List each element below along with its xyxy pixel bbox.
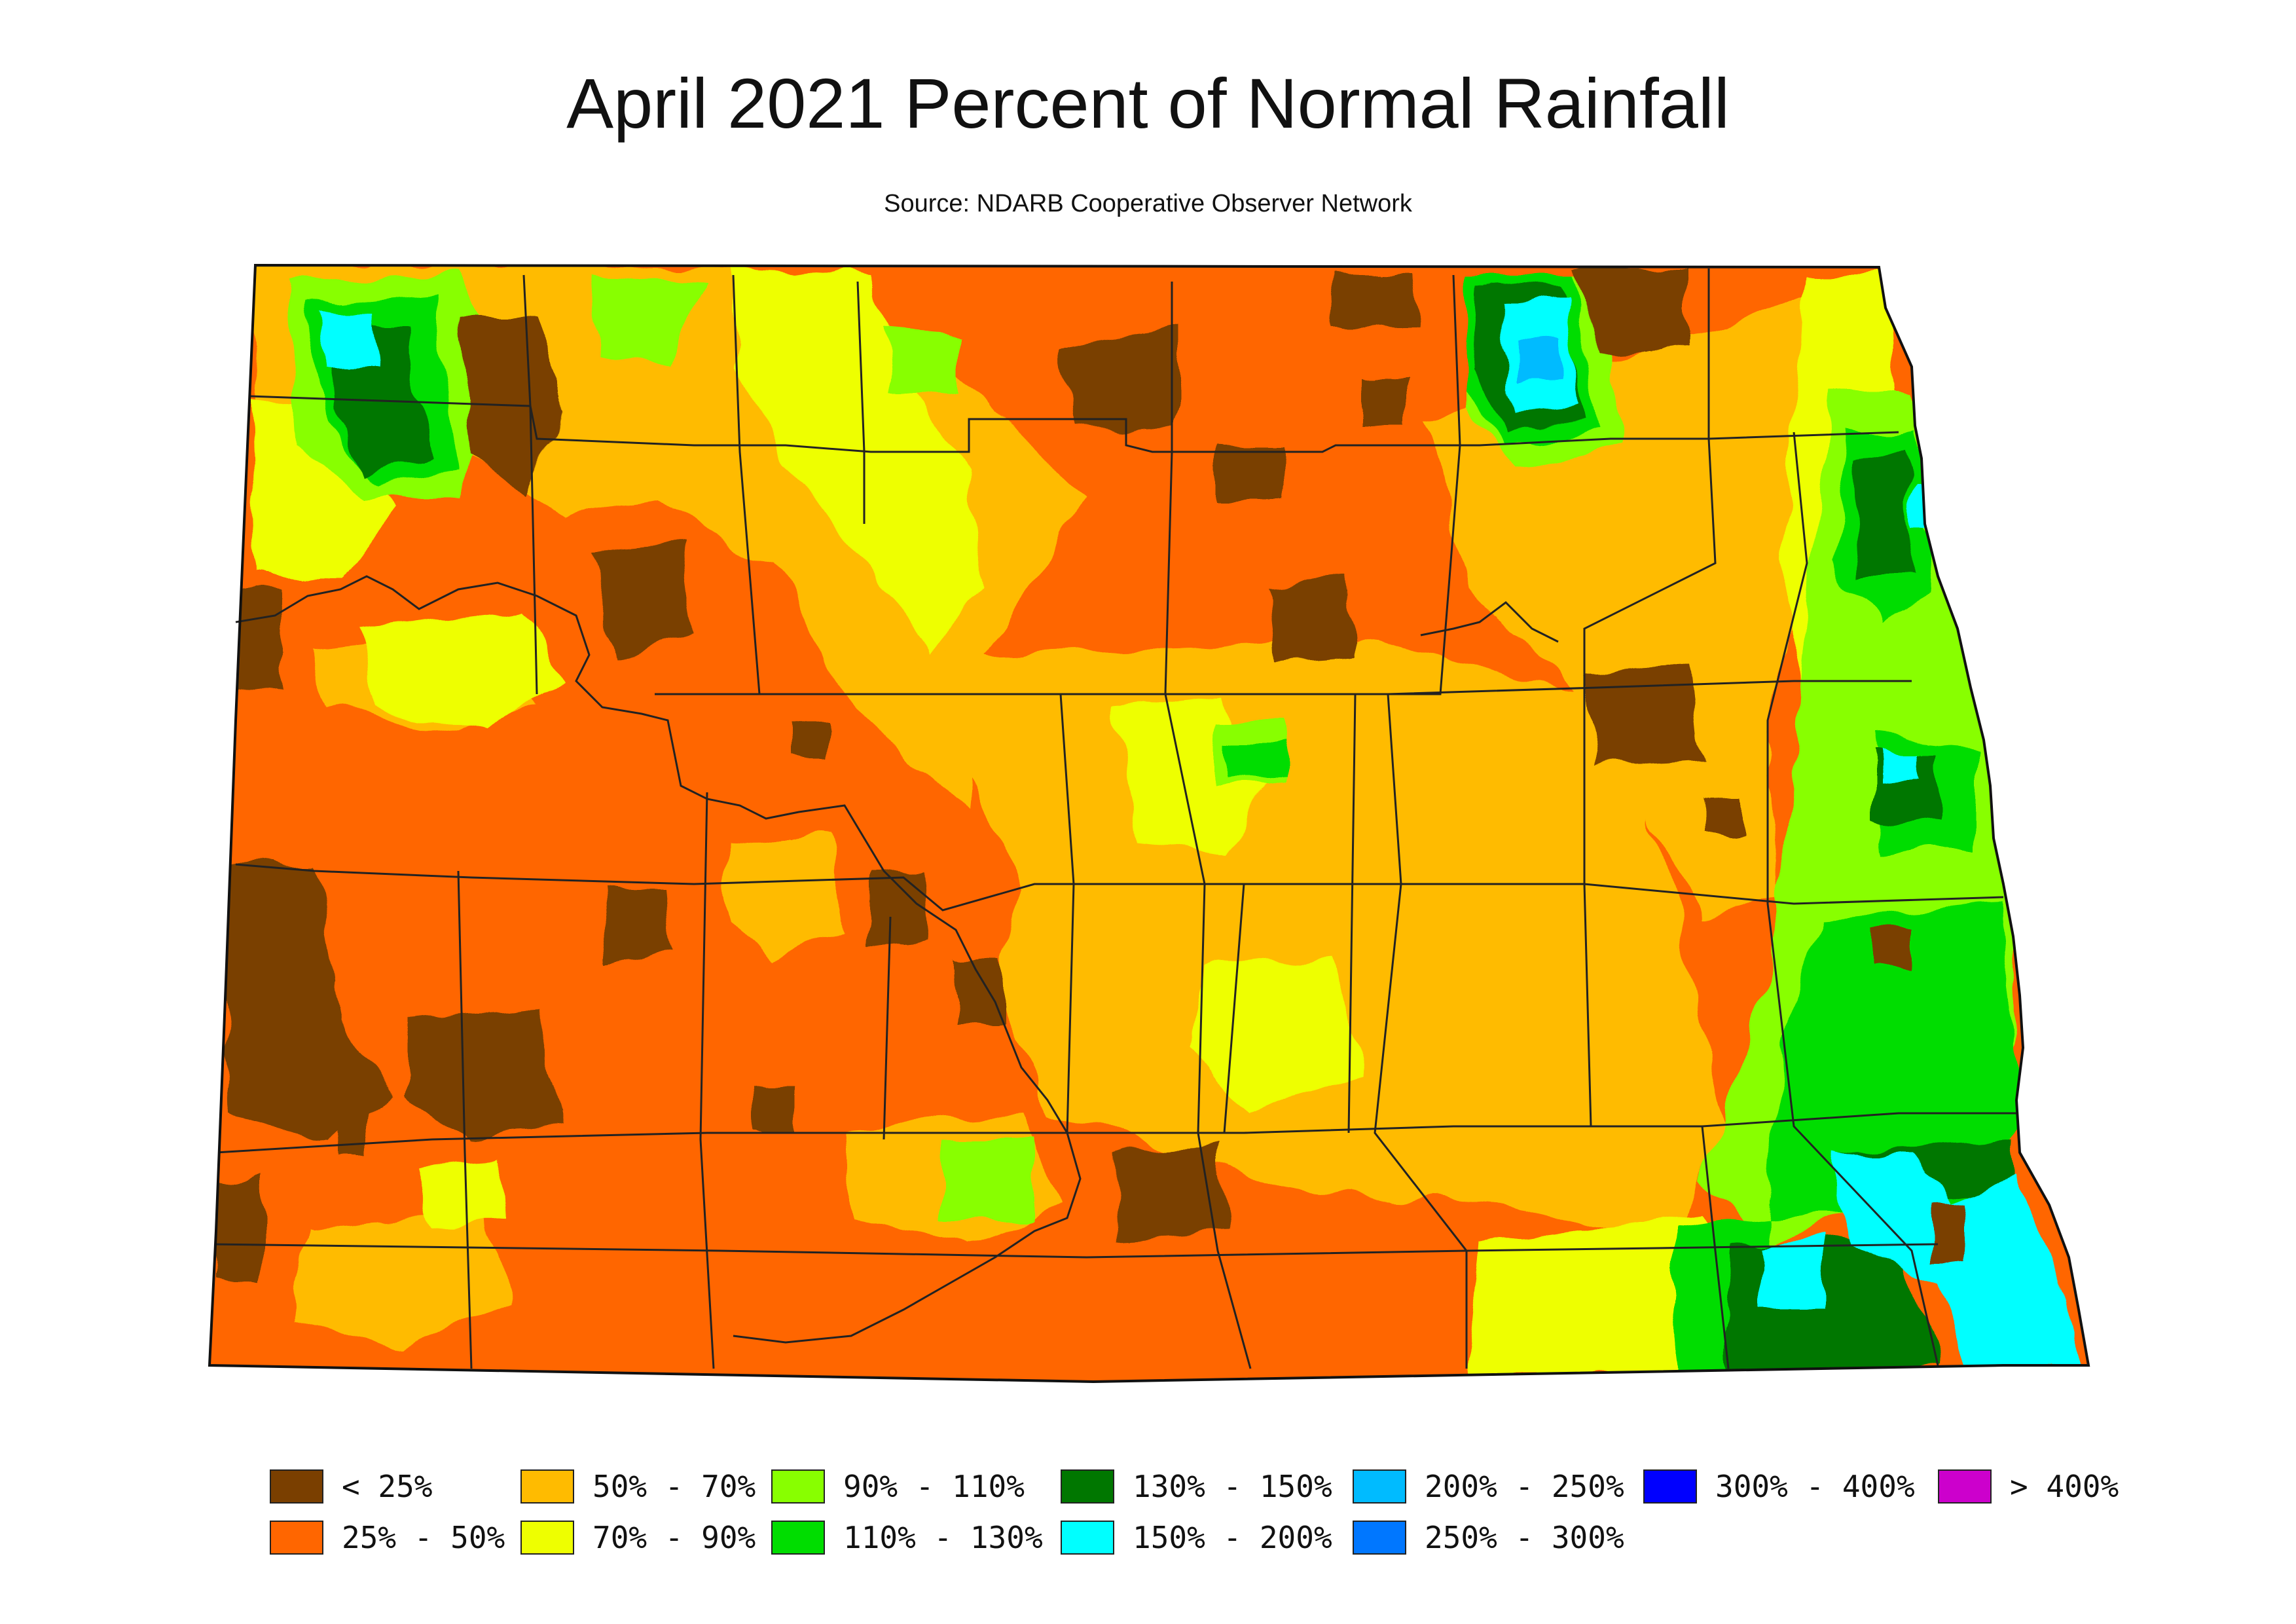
county-boundaries <box>210 268 2016 1369</box>
field-50-70 <box>727 832 845 963</box>
field-150-200 <box>1879 753 1918 786</box>
field-150-200 <box>321 314 380 367</box>
field-lt-25 <box>1571 268 1689 354</box>
field-lt-25 <box>1061 327 1178 432</box>
field-lt-25 <box>1702 799 1741 832</box>
field-lt-25 <box>792 720 825 760</box>
field-lt-25 <box>589 544 694 655</box>
field-50-70 <box>917 642 1722 1244</box>
field-70-90 <box>419 1159 511 1231</box>
field-lt-25 <box>223 589 282 694</box>
field-lt-25 <box>340 1113 367 1159</box>
field-lt-25 <box>1931 1205 1964 1264</box>
field-lt-25 <box>602 891 674 963</box>
field-200-250 <box>1519 341 1558 380</box>
field-150-200 <box>1761 1238 1827 1310</box>
field-lt-25 <box>956 963 1002 1022</box>
field-lt-25 <box>223 864 393 1139</box>
field-130-150 <box>1853 452 1912 576</box>
field-70-90 <box>1467 1218 1741 1375</box>
map-source: Source: NDARB Cooperative Observer Netwo… <box>884 190 1412 217</box>
missouri-river <box>235 575 1082 1344</box>
field-90-110 <box>884 327 956 393</box>
field-lt-25 <box>1270 576 1355 661</box>
precip-field <box>210 265 2088 1382</box>
field-70-90 <box>360 609 563 733</box>
field-110-130 <box>1768 904 2023 1218</box>
field-lt-25 <box>753 1087 799 1133</box>
field-lt-25 <box>216 1179 262 1283</box>
state-outline <box>208 263 2090 1384</box>
map-title: April 2021 Percent of Normal Rainfall <box>566 64 1730 143</box>
field-lt-25 <box>1218 445 1283 498</box>
field-70-90 <box>249 399 393 576</box>
field-90-110 <box>943 1139 1034 1218</box>
field-70-90 <box>1192 956 1362 1113</box>
field-90-110 <box>589 275 707 367</box>
field-lt-25 <box>1113 1146 1224 1238</box>
river-secondary <box>1420 601 1559 643</box>
field-150-200 <box>1912 485 1931 524</box>
field-lt-25 <box>1329 275 1421 327</box>
field-lt-25 <box>1872 930 1912 969</box>
field-lt-25 <box>406 1008 563 1139</box>
field-lt-25 <box>1362 380 1408 426</box>
field-70-90 <box>733 268 982 655</box>
field-110-130 <box>1231 740 1283 779</box>
field-lt-25 <box>1584 668 1702 766</box>
field-lt-25 <box>871 871 930 950</box>
